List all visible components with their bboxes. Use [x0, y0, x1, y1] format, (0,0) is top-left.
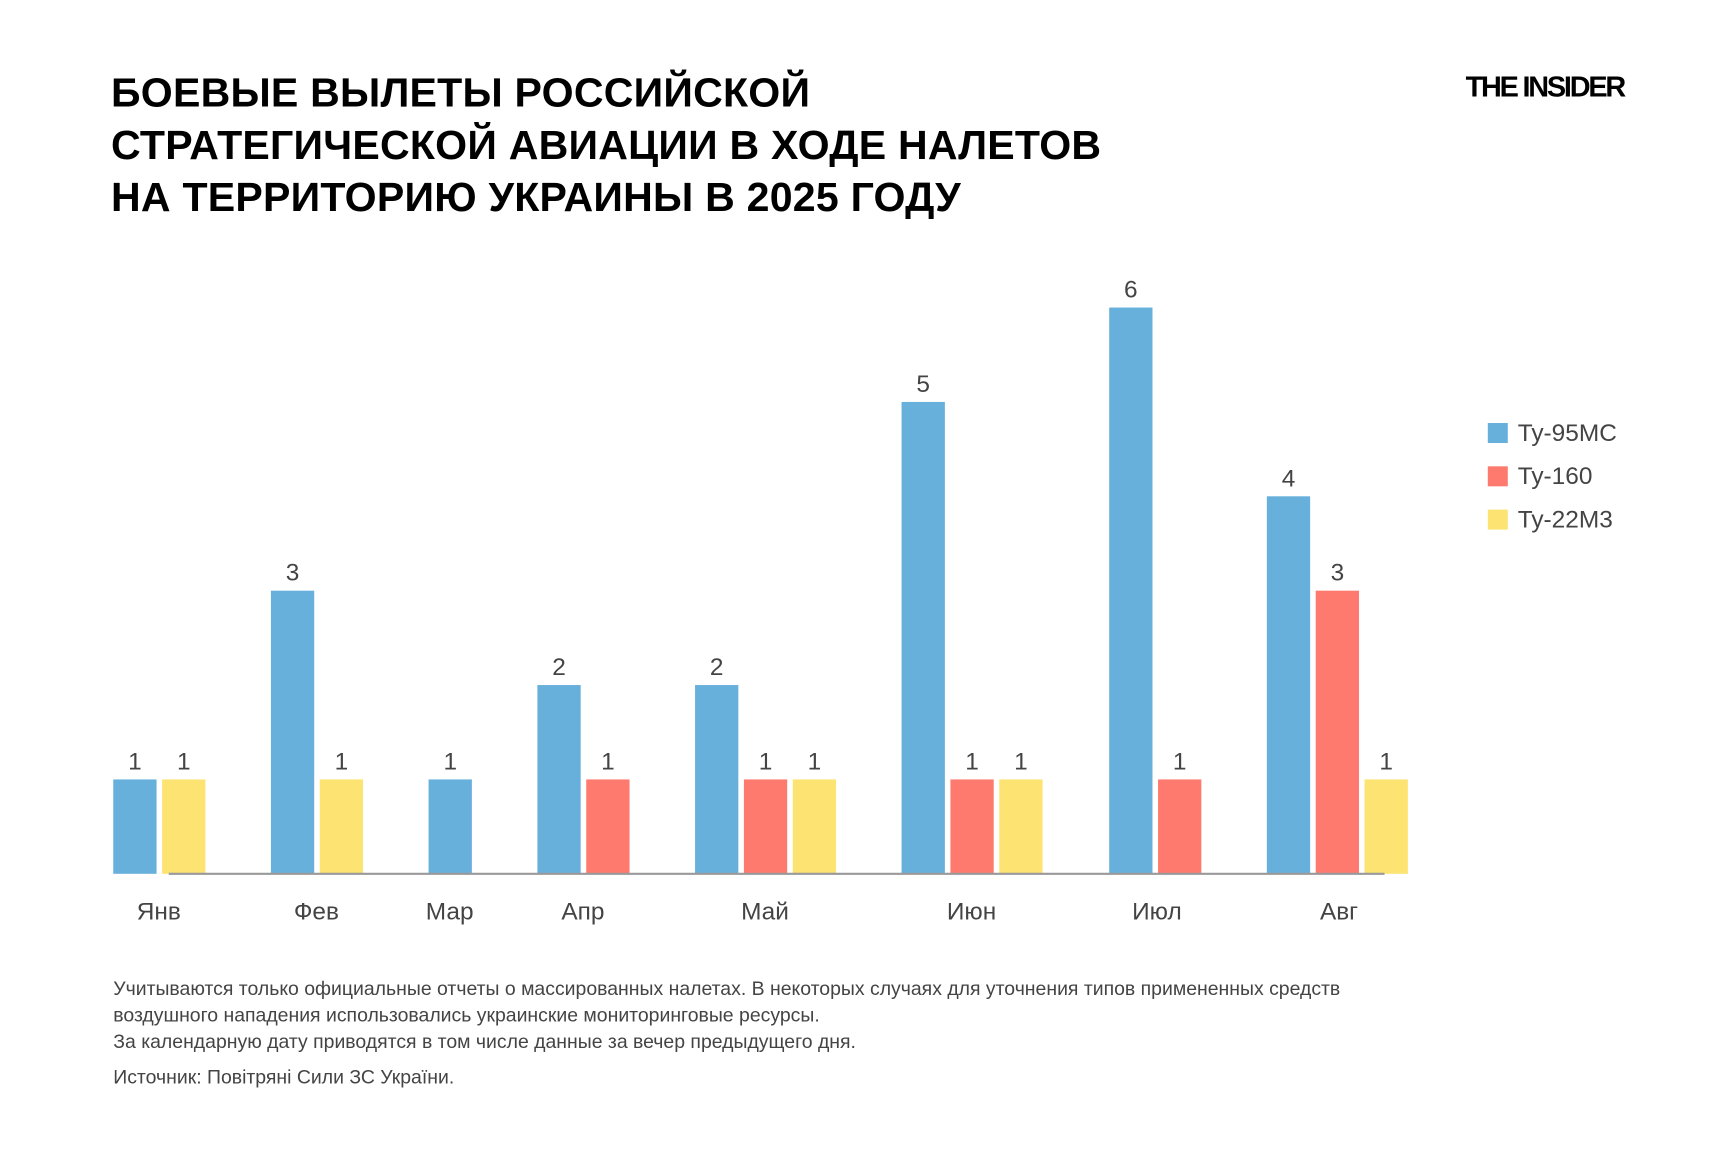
- x-tick-label: Янв: [137, 898, 181, 925]
- the-insider-logo: THE INSIDER: [1465, 69, 1627, 104]
- bar-chart: 1 1 Янв 3 1 Фев 1 Мар 2 1 Апр 2 1 1 Май 5 1 1 Июн 6 1 Июл 4 3 1 А…: [113, 277, 1408, 925]
- data-label: 3: [286, 560, 300, 587]
- data-label: 1: [177, 748, 191, 775]
- x-tick-label: Мар: [426, 898, 474, 925]
- x-tick-label: Май: [741, 898, 789, 925]
- legend-label: Ту-160: [1517, 461, 1593, 490]
- x-tick-label: Авг: [1320, 898, 1358, 925]
- bar: [113, 779, 157, 874]
- x-tick-label: Июн: [947, 898, 996, 925]
- legend-item-tu22: Ту-22М3: [1487, 497, 1617, 540]
- bar: [999, 779, 1043, 874]
- bar: [1364, 779, 1408, 874]
- bar: [162, 779, 206, 874]
- footnotes: Учитываются только официальные отчеты о …: [113, 975, 1340, 1055]
- data-label: 1: [1014, 748, 1028, 775]
- data-label: 2: [552, 654, 566, 681]
- legend-swatch: [1487, 465, 1508, 486]
- data-label: 1: [759, 748, 773, 775]
- title-line: БОЕВЫЕ ВЫЛЕТЫ РОССИЙСКОЙ: [111, 69, 811, 116]
- source-note: Источник: Повітряні Сили ЗС України.: [113, 1065, 455, 1089]
- data-label: 1: [1379, 748, 1393, 775]
- data-label: 1: [808, 748, 822, 775]
- footnote-line: воздушного нападения использовались укра…: [113, 1003, 820, 1026]
- data-label: 1: [965, 748, 979, 775]
- data-label: 2: [710, 654, 724, 681]
- legend-item-tu160: Ту-160: [1487, 454, 1617, 497]
- data-label: 5: [916, 371, 930, 398]
- data-label: 6: [1124, 277, 1138, 304]
- bar: [1109, 307, 1153, 874]
- legend: Ту-95МС Ту-160 Ту-22М3: [1487, 411, 1617, 541]
- legend-label: Ту-22М3: [1517, 504, 1613, 533]
- data-label: 1: [1173, 748, 1187, 775]
- data-label: 3: [1331, 560, 1345, 587]
- bar: [270, 590, 315, 874]
- chart-title: БОЕВЫЕ ВЫЛЕТЫ РОССИЙСКОЙ СТРАТЕГИЧЕСКОЙ …: [111, 67, 1101, 224]
- bar: [586, 779, 630, 874]
- bar: [901, 401, 945, 874]
- bar: [1266, 496, 1311, 874]
- legend-label: Ту-95МС: [1517, 418, 1617, 446]
- bar: [743, 779, 788, 874]
- data-label: 1: [443, 748, 457, 775]
- data-label: 1: [128, 748, 142, 775]
- x-tick-label: Фев: [294, 898, 339, 925]
- legend-item-tu95: Ту-95МС: [1487, 411, 1617, 454]
- footnote-line: Учитываются только официальные отчеты о …: [113, 977, 1341, 1000]
- bar: [695, 685, 739, 874]
- title-line: НА ТЕРРИТОРИЮ УКРАИНЫ В 2025 ГОДУ: [111, 174, 961, 220]
- bar: [1315, 590, 1360, 874]
- bar: [537, 685, 581, 874]
- footnote-line: За календарную дату приводятся в том чис…: [113, 1030, 856, 1053]
- legend-swatch: [1487, 509, 1508, 530]
- x-tick-label: Апр: [561, 898, 604, 925]
- data-label: 1: [601, 748, 615, 775]
- bar: [950, 779, 994, 874]
- bar: [428, 779, 472, 874]
- data-label: 1: [335, 748, 349, 775]
- bar: [319, 779, 364, 874]
- legend-swatch: [1487, 422, 1508, 443]
- title-line: СТРАТЕГИЧЕСКОЙ АВИАЦИИ В ХОДЕ НАЛЕТОВ: [111, 122, 1102, 168]
- x-tick-label: Июл: [1132, 898, 1182, 925]
- bar: [1158, 779, 1202, 874]
- bar: [792, 779, 837, 874]
- data-label: 4: [1282, 465, 1296, 492]
